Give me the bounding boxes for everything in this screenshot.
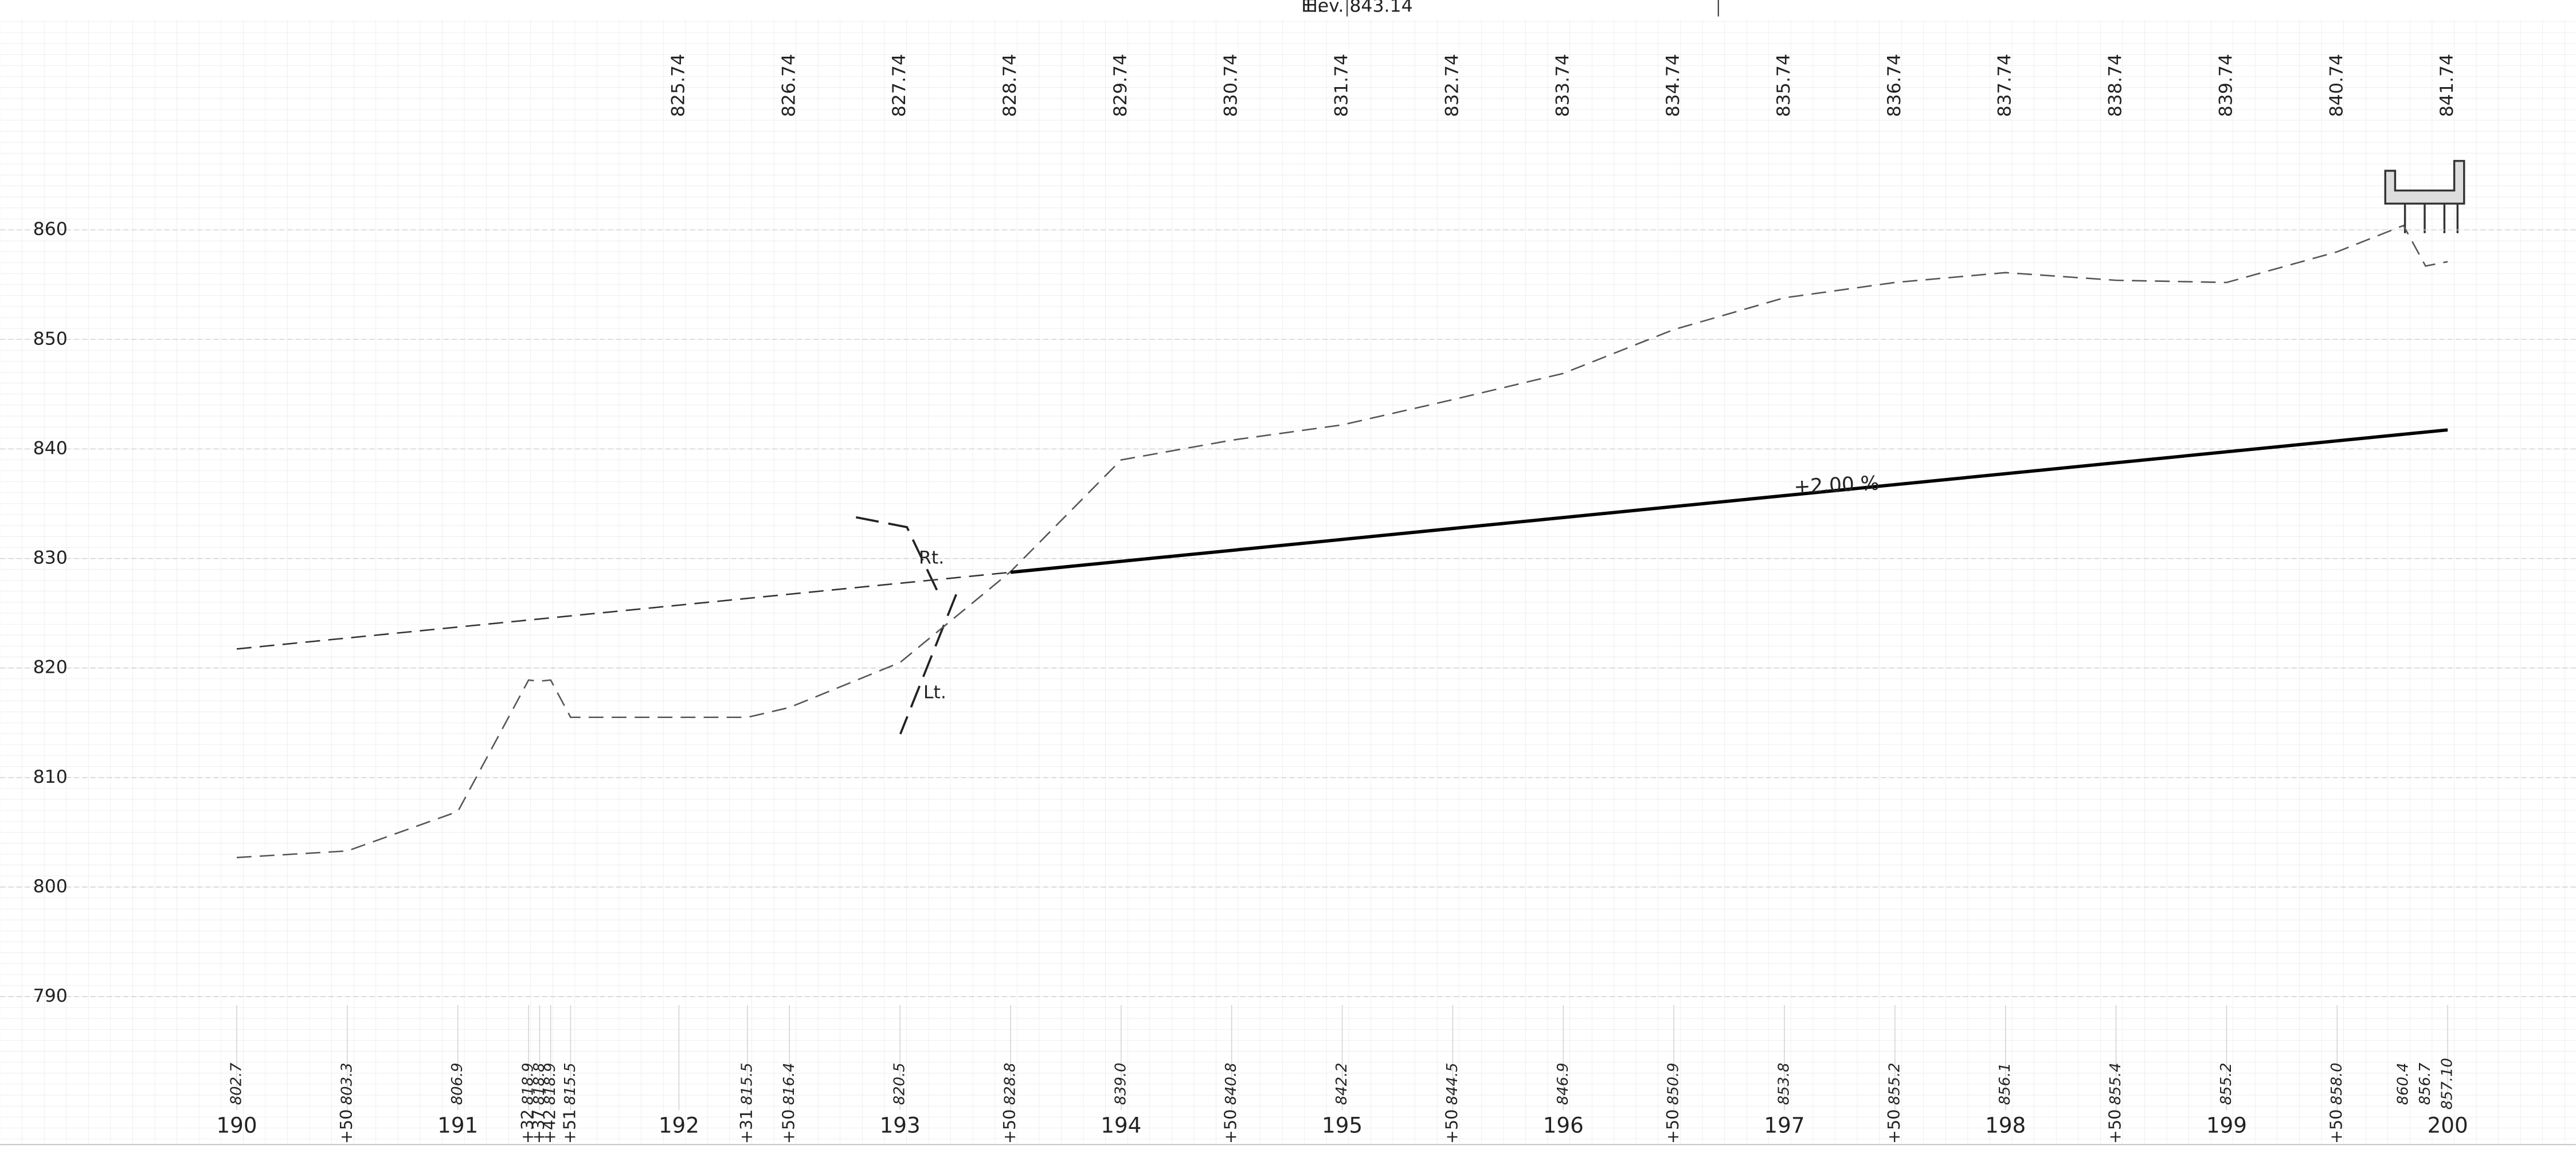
x-tick-label: +32 xyxy=(518,1109,537,1144)
ground-elevation-label: 839.0 xyxy=(1112,1062,1129,1105)
grade-elevation-label: 839.74 xyxy=(2215,54,2236,117)
right-slope-line xyxy=(855,516,941,597)
ground-elevation-label: 815.5 xyxy=(562,1062,579,1105)
ground-elevation-label: 857.10 xyxy=(2439,1058,2456,1109)
x-tick-label: 199 xyxy=(2206,1112,2247,1138)
ground-elevation-label: 856.1 xyxy=(1996,1062,2014,1105)
ground-elevation-label: 840.8 xyxy=(1223,1062,1240,1105)
ground-elevation-label: 828.8 xyxy=(1001,1062,1019,1105)
x-tick-label: 192 xyxy=(659,1112,699,1138)
ground-elevation-label: 858.0 xyxy=(2328,1062,2346,1105)
ground-elevation-label: 820.5 xyxy=(891,1062,909,1105)
y-tick-label: 830 xyxy=(33,548,68,568)
y-tick-label: 860 xyxy=(33,219,68,240)
annotation: Lt. xyxy=(923,682,946,703)
ground-elevation-label: 818.9 xyxy=(542,1062,559,1105)
y-tick-label: 820 xyxy=(33,657,68,678)
left-slope-line xyxy=(899,594,957,735)
x-tick-label: +31 xyxy=(737,1109,756,1144)
y-tick-label: 800 xyxy=(33,876,68,897)
ground-elevation-label: 855.2 xyxy=(2218,1062,2235,1105)
ground-elevation-label: 846.9 xyxy=(1555,1062,1572,1105)
ground-elevation-label: 850.9 xyxy=(1665,1062,1682,1105)
x-tick-label: +50 xyxy=(1663,1109,1682,1144)
grade-elevation-label: 838.74 xyxy=(2105,54,2126,117)
ground-elevation-label: 855.2 xyxy=(1886,1062,1903,1105)
grade-elevation-label: 825.74 xyxy=(668,54,688,117)
ground-elevation-label: 853.8 xyxy=(1775,1062,1792,1105)
ground-elevation-label: 818.9 xyxy=(520,1062,537,1105)
graph-paper xyxy=(0,19,2576,1145)
x-tick-label: +50 xyxy=(1884,1109,1904,1144)
y-tick-label: 850 xyxy=(33,328,68,349)
ground-elevation-label: 806.9 xyxy=(449,1062,466,1105)
grade-elevation-label: 836.74 xyxy=(1884,54,1905,117)
x-tick-label: 191 xyxy=(437,1112,478,1138)
grade-elevation-label: 831.74 xyxy=(1332,54,1352,117)
x-tick-label: +42 xyxy=(540,1109,559,1144)
y-tick-label: 790 xyxy=(33,986,68,1006)
x-tick-label: +50 xyxy=(1442,1109,1461,1144)
ground-elevation-label: 844.5 xyxy=(1444,1062,1461,1105)
grade-elevation-label: 835.74 xyxy=(1774,54,1794,117)
ground-elevation-label: 802.7 xyxy=(228,1062,245,1105)
grade-elevation-label: 841.74 xyxy=(2437,54,2457,117)
x-tick-label: 193 xyxy=(880,1112,921,1138)
ground-elevation-label: 815.5 xyxy=(738,1062,755,1105)
grade-elevation-label: 832.74 xyxy=(1442,54,1462,117)
x-tick-label: +50 xyxy=(1221,1109,1240,1144)
grade-elevation-label: 840.74 xyxy=(2326,54,2347,117)
x-tick-label: +50 xyxy=(336,1109,356,1144)
x-tick-label: 196 xyxy=(1543,1112,1584,1138)
annotation: E. xyxy=(1306,0,1323,16)
annotation: Elev. 843.14 xyxy=(1301,0,1413,16)
ground-elevation-label: 803.3 xyxy=(338,1062,355,1105)
ground-elevation-label: 856.7 xyxy=(2417,1062,2434,1105)
ground-elevation-label: 816.4 xyxy=(781,1062,798,1105)
ground-elevation-label: 855.4 xyxy=(2107,1062,2124,1105)
grade-elevation-label: 837.74 xyxy=(1995,54,2015,117)
grade-elevation-label: 833.74 xyxy=(1552,54,1573,117)
dashed-profile-line xyxy=(236,224,2448,858)
x-tick-label: +51 xyxy=(559,1109,579,1144)
x-tick-label: 198 xyxy=(1985,1112,2026,1138)
x-tick-label: 197 xyxy=(1764,1112,1804,1138)
x-tick-label: 194 xyxy=(1101,1112,1141,1138)
x-tick-label: +50 xyxy=(2326,1109,2346,1144)
annotation: Rt. xyxy=(919,547,944,568)
grade-line xyxy=(1010,428,2448,574)
x-tick-label: +50 xyxy=(778,1109,798,1144)
annotation: +2.00 % xyxy=(1794,472,1880,499)
grade-elevation-label: 828.74 xyxy=(1000,54,1020,117)
grade-elevation-label: 829.74 xyxy=(1110,54,1131,117)
grade-elevation-label: 834.74 xyxy=(1663,54,1684,117)
x-tick-label: 190 xyxy=(216,1112,257,1138)
ground-elevation-label: 860.4 xyxy=(2394,1062,2411,1105)
x-tick-label: +37 xyxy=(528,1109,548,1144)
x-tick-label: 195 xyxy=(1322,1112,1363,1138)
ground-elevation-label: 818.8 xyxy=(531,1062,548,1105)
y-tick-label: 840 xyxy=(33,438,68,458)
y-tick-label: 810 xyxy=(33,767,68,787)
grade-elevation-label: 827.74 xyxy=(889,54,910,117)
ground-elevation-label: 842.2 xyxy=(1333,1062,1350,1105)
grade-elevation-label: 826.74 xyxy=(778,54,799,117)
grade-elevation-label: 830.74 xyxy=(1221,54,1242,117)
x-tick-label: +50 xyxy=(2105,1109,2125,1144)
x-tick-label: +50 xyxy=(1000,1109,1019,1144)
dashed-profile-line xyxy=(236,571,1011,650)
x-tick-label: 200 xyxy=(2428,1112,2468,1138)
